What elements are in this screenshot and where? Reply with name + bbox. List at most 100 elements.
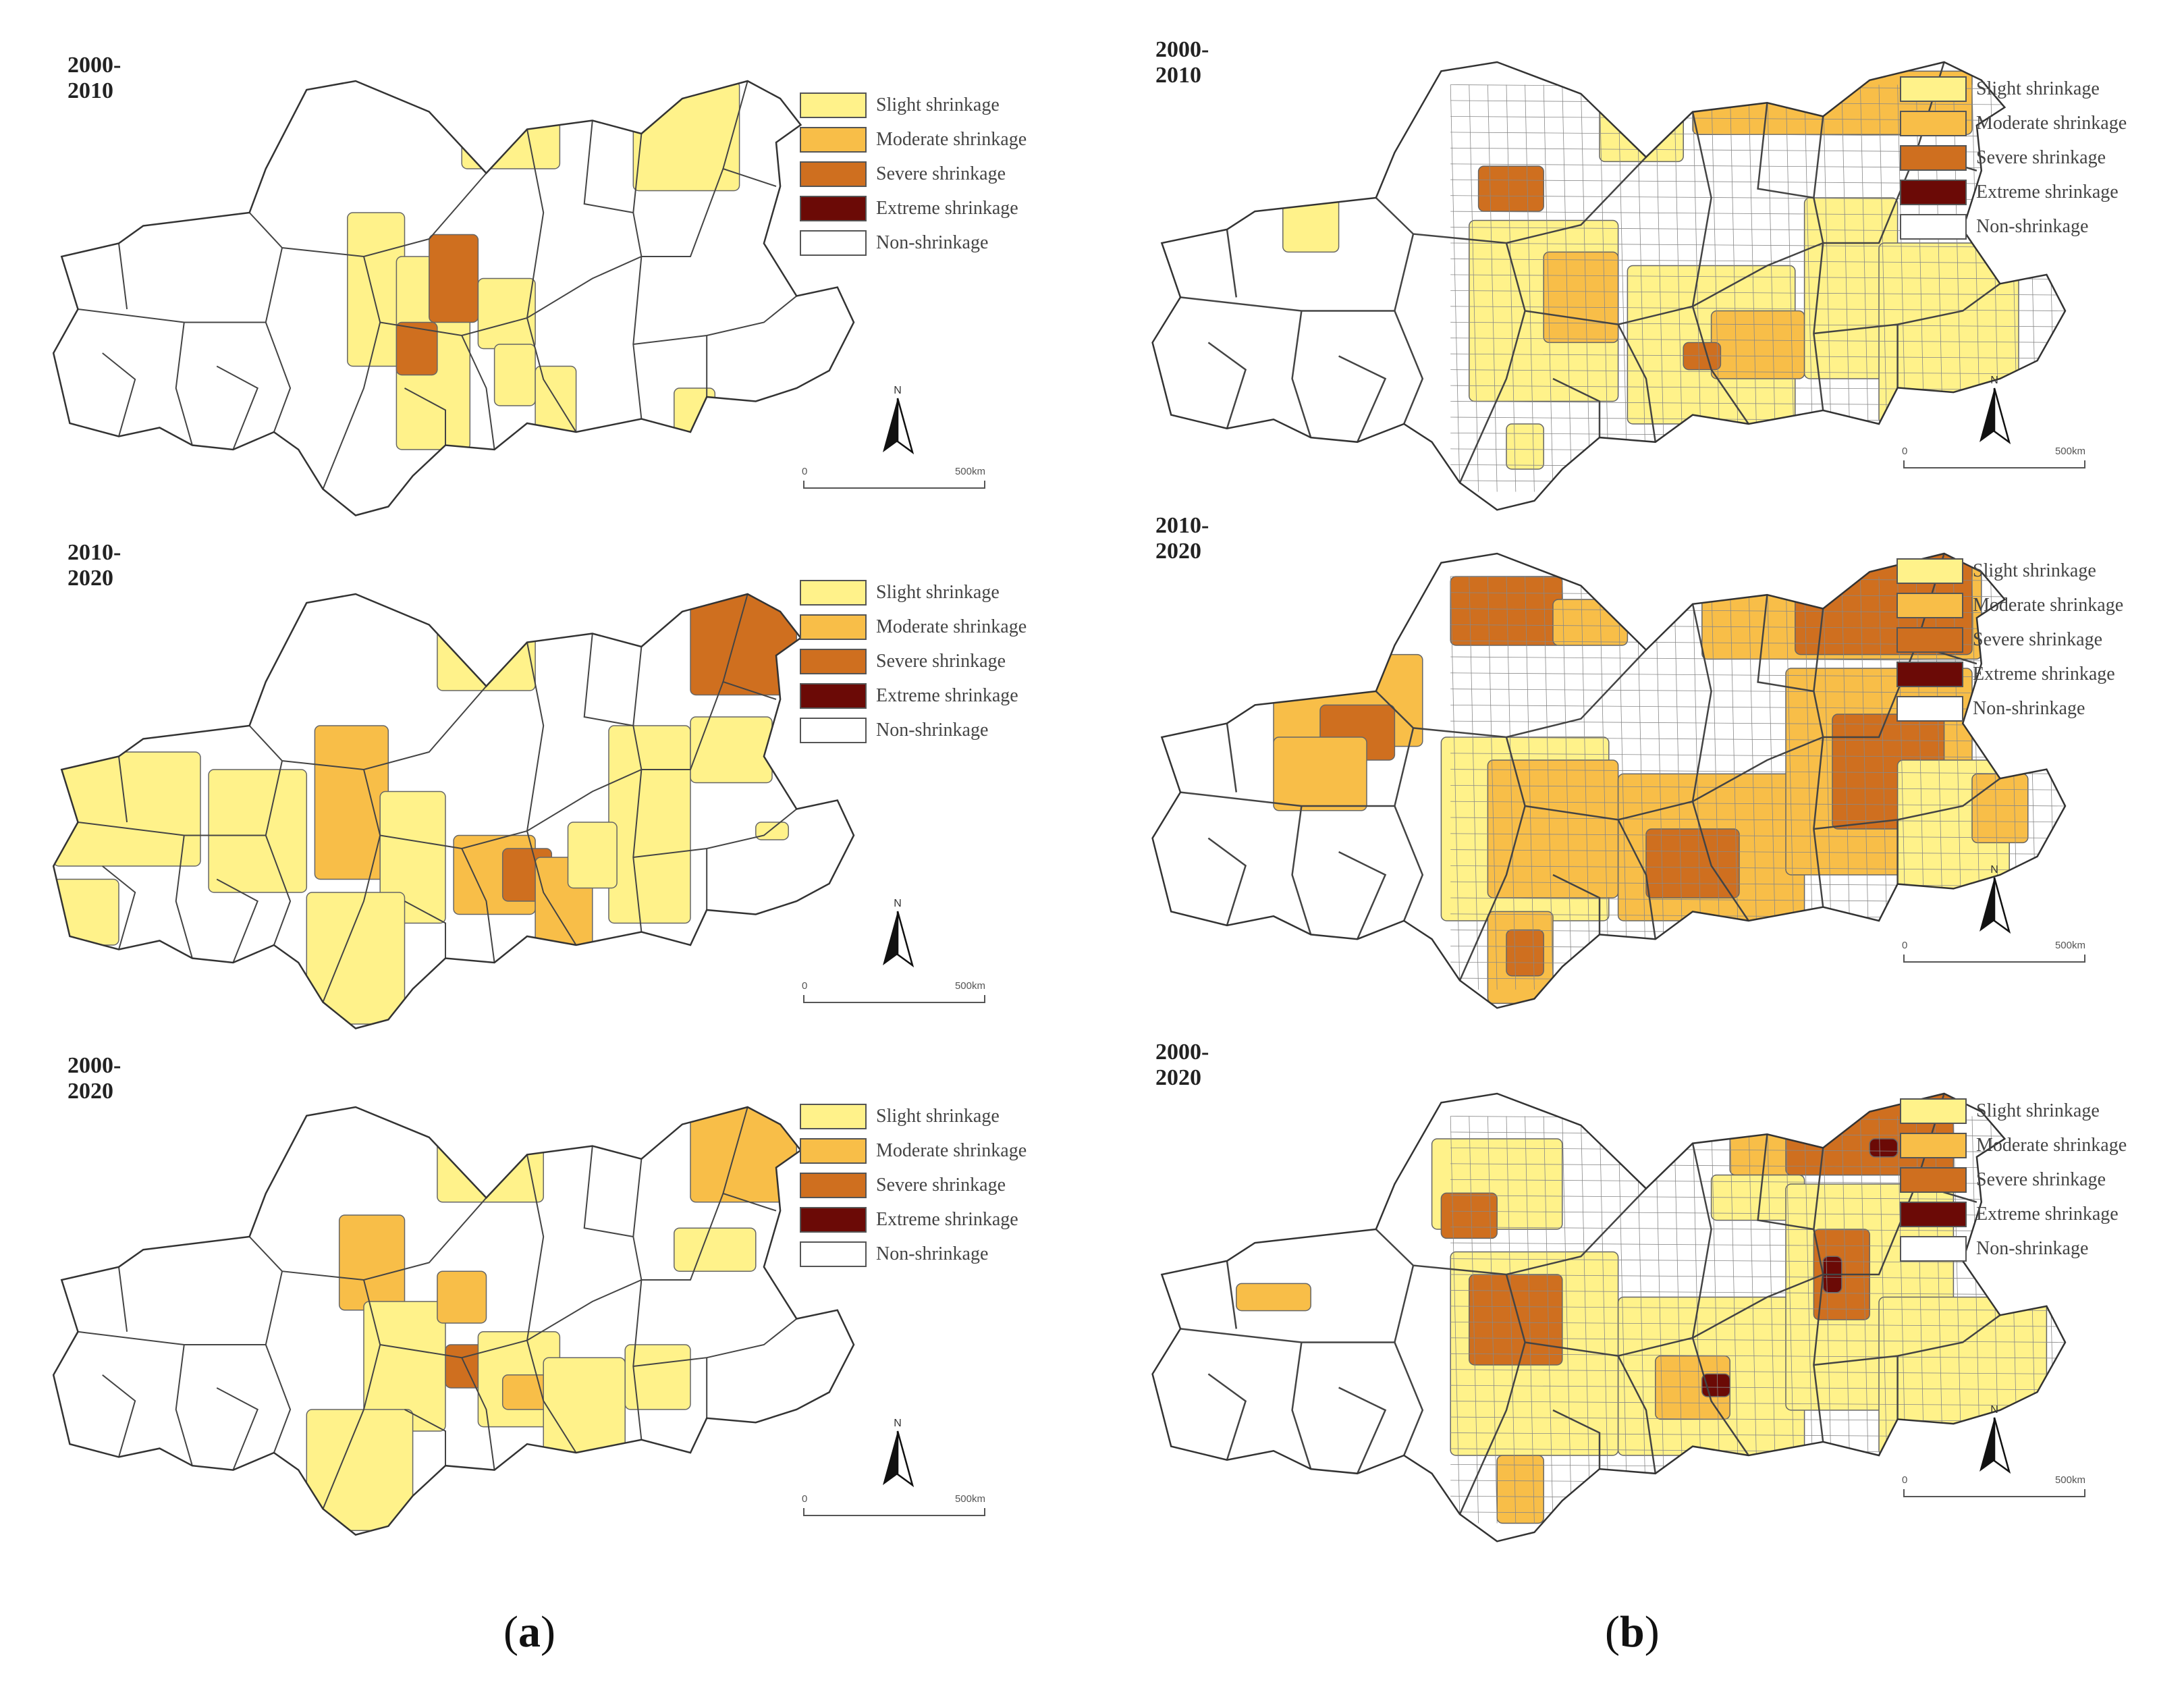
panel-title: 2000-2010 [1155, 37, 1209, 88]
legend-item: Severe shrinkage [800, 644, 1027, 678]
legend-swatch [1900, 1235, 1967, 1262]
region-border [1151, 552, 2067, 1009]
legend-label: Moderate shrinkage [1976, 1134, 2127, 1156]
legend-item: Severe shrinkage [800, 1168, 1027, 1202]
shrinkage-area-severe [1683, 342, 1722, 371]
legend-label: Moderate shrinkage [876, 128, 1027, 150]
boundary-line [216, 365, 258, 450]
shrinkage-area-slight [493, 344, 536, 406]
shrinkage-area-extreme [1869, 1138, 1899, 1158]
scale-end-label: 500km [2054, 446, 2085, 457]
north-label: N [1990, 375, 1998, 386]
boundary-line [322, 256, 381, 489]
boundary-line [1813, 778, 2001, 830]
legend-swatch [800, 579, 867, 606]
shrinkage-area-slight [1878, 1296, 2048, 1456]
boundary-line [641, 681, 724, 770]
legend-swatch [800, 648, 867, 674]
legend-label: Severe shrinkage [876, 650, 1006, 672]
shrinkage-area-slight [608, 725, 691, 924]
legend-item: Extreme shrinkage [800, 1202, 1027, 1237]
legend-label: Severe shrinkage [1973, 628, 2103, 650]
legend-label: Non-shrinkage [1976, 1237, 2089, 1259]
scale-bar: 0 500km [1902, 446, 2085, 486]
scale-zero-label: 0 [802, 980, 808, 992]
shrinkage-area-severe [1506, 929, 1544, 977]
shrinkage-area-moderate [338, 1214, 406, 1311]
legend-label: Severe shrinkage [876, 1174, 1006, 1196]
region-border [52, 593, 855, 1029]
legend-swatch [800, 230, 867, 256]
scale-end-label: 500km [954, 466, 985, 477]
shrinkage-area-severe [395, 321, 438, 376]
boundary-line [265, 1270, 292, 1453]
legend-label: Non-shrinkage [876, 1243, 989, 1264]
boundary-line [1291, 311, 1312, 438]
scale-zero-label: 0 [1902, 1474, 1908, 1486]
boundary-line [583, 1146, 634, 1237]
legend-label: Moderate shrinkage [876, 616, 1027, 637]
boundary-line [404, 901, 446, 959]
legend-item: Non-shrinkage [1896, 691, 2123, 726]
boundary-line [1552, 874, 1601, 935]
legend-label: Non-shrinkage [876, 232, 989, 253]
legend-label: Severe shrinkage [1976, 146, 2106, 168]
legend-swatch [800, 717, 867, 743]
legend-item: Severe shrinkage [1900, 140, 2127, 175]
boundary-line [216, 1387, 258, 1470]
boundary-line [641, 168, 724, 257]
legend-label: Extreme shrinkage [1973, 663, 2115, 685]
legend-item: Slight shrinkage [800, 575, 1027, 610]
legend-item: Moderate shrinkage [1900, 106, 2127, 140]
legend-swatch [1896, 558, 1963, 584]
boundary-line [633, 808, 797, 858]
boundary-line [1338, 1387, 1387, 1474]
shrinkage-area-moderate [437, 1270, 487, 1324]
boundary-line [461, 335, 495, 450]
north-label: N [1990, 1404, 1998, 1416]
legend-label: Non-shrinkage [1973, 697, 2085, 719]
legend-label: Slight shrinkage [1976, 78, 2100, 99]
boundary-line [633, 1318, 797, 1367]
north-arrow-icon: N [877, 1418, 918, 1492]
legend-label: Extreme shrinkage [1976, 1203, 2119, 1225]
legend-item: Extreme shrinkage [800, 191, 1027, 225]
legend-label: Severe shrinkage [876, 163, 1006, 184]
shrinkage-area-moderate [1543, 251, 1619, 344]
legend-swatch [1896, 592, 1963, 618]
scale-bar: 0 500km [1902, 1474, 2085, 1515]
boundary-line [583, 120, 634, 213]
shrinkage-area-severe [1440, 1192, 1498, 1239]
north-arrow-icon: N [1974, 864, 2015, 938]
scale-end-label: 500km [954, 980, 985, 992]
shrinkage-area-slight [437, 1128, 544, 1203]
shrinkage-map [52, 593, 855, 1029]
legend-item: Severe shrinkage [800, 157, 1027, 191]
boundary-line [1226, 229, 1238, 298]
scale-end-label: 500km [2054, 1474, 2085, 1486]
boundary-line [1691, 801, 1749, 921]
shrinkage-area-slight [306, 1409, 414, 1531]
shrinkage-map [52, 1106, 855, 1536]
boundary-line [526, 1340, 577, 1453]
legend-item: Slight shrinkage [800, 88, 1027, 122]
region-border [52, 1106, 855, 1536]
legend-item: Non-shrinkage [1900, 1231, 2127, 1266]
boundary-line [1617, 1356, 1657, 1474]
legend-swatch [1900, 179, 1967, 205]
legend-swatch [800, 126, 867, 153]
shrinkage-area-slight [208, 769, 308, 893]
legend: Slight shrinkage Moderate shrinkage Severe… [1900, 72, 2127, 244]
region-border [1151, 61, 2067, 511]
legend-item: Slight shrinkage [800, 1099, 1027, 1133]
shrinkage-area-severe [1645, 828, 1740, 898]
legend-label: Severe shrinkage [1976, 1169, 2106, 1190]
panel-title: 2010-2020 [1155, 513, 1209, 564]
boundary-line [1617, 324, 1657, 442]
boundary-line [1617, 819, 1657, 940]
boundary-line [175, 1344, 193, 1466]
shrinkage-area-severe [1477, 165, 1544, 212]
north-label: N [894, 898, 902, 909]
shrinkage-area-moderate [1496, 1455, 1544, 1524]
